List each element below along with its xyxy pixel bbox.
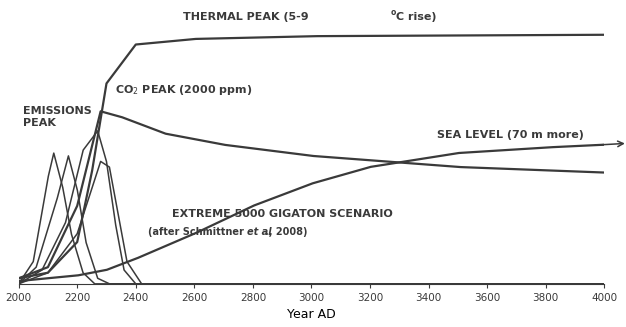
Text: ., 2008): ., 2008) <box>265 227 307 237</box>
Text: THERMAL PEAK (5-9: THERMAL PEAK (5-9 <box>183 12 308 22</box>
Text: EXTREME 5000 GIGATON SCENARIO: EXTREME 5000 GIGATON SCENARIO <box>172 209 393 219</box>
Text: EMISSIONS
PEAK: EMISSIONS PEAK <box>23 106 92 128</box>
Text: C rise): C rise) <box>396 12 437 22</box>
Text: o: o <box>391 8 396 17</box>
Text: SEA LEVEL (70 m more): SEA LEVEL (70 m more) <box>438 130 584 140</box>
Text: et al: et al <box>247 227 272 237</box>
Text: CO$_2$ PEAK (2000 ppm): CO$_2$ PEAK (2000 ppm) <box>115 83 252 97</box>
Text: (after Schmittner: (after Schmittner <box>148 227 247 237</box>
X-axis label: Year AD: Year AD <box>287 308 336 321</box>
